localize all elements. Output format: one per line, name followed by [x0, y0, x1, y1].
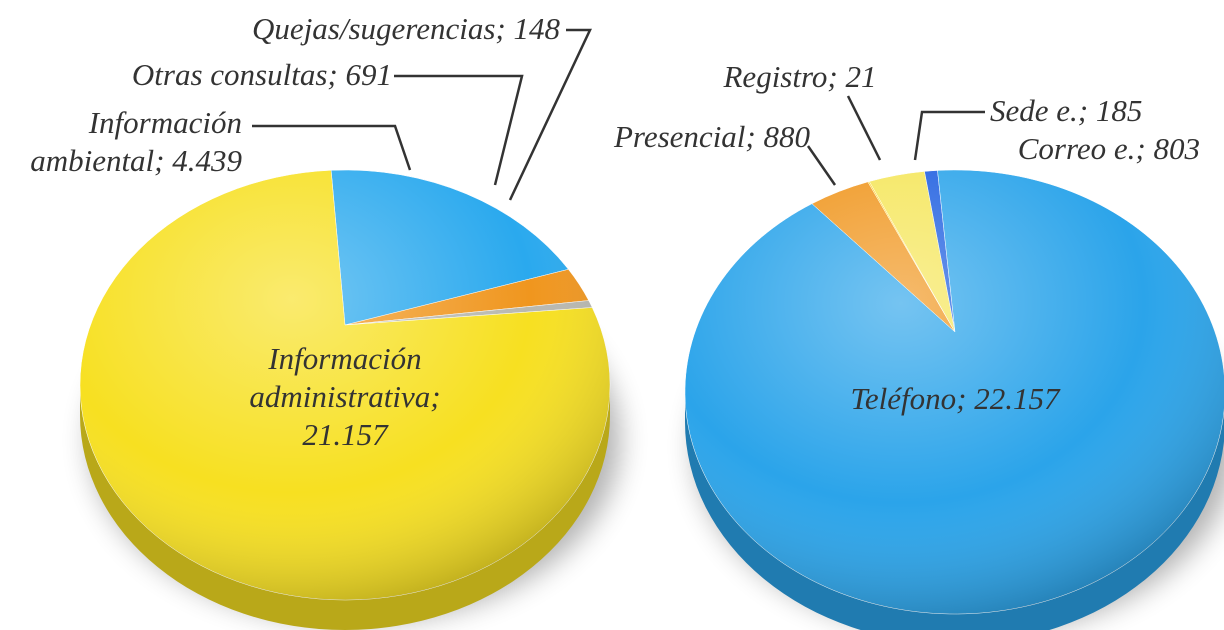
leader-line [508, 28, 592, 201]
slice-label: Registro; 21 [723, 59, 877, 94]
slice-label: Quejas/sugerencias; 148 [252, 11, 560, 46]
leader-line [913, 110, 985, 161]
slice-label: Presencial; 880 [614, 119, 810, 154]
leader-line [394, 74, 524, 186]
slice-label: Teléfono; 22.157 [850, 381, 1060, 416]
slice-label: Otras consultas; 691 [131, 57, 392, 92]
leader-line [806, 145, 837, 186]
slice-label: Información ambiental; 4.439 [30, 105, 242, 178]
slice-label: Sede e.; 185 [990, 93, 1143, 128]
slice-label: Información administrativa; 21.157 [249, 341, 441, 452]
leader-line [846, 95, 882, 161]
slice-label: Correo e.; 803 [1017, 131, 1200, 166]
leader-line [252, 124, 412, 171]
